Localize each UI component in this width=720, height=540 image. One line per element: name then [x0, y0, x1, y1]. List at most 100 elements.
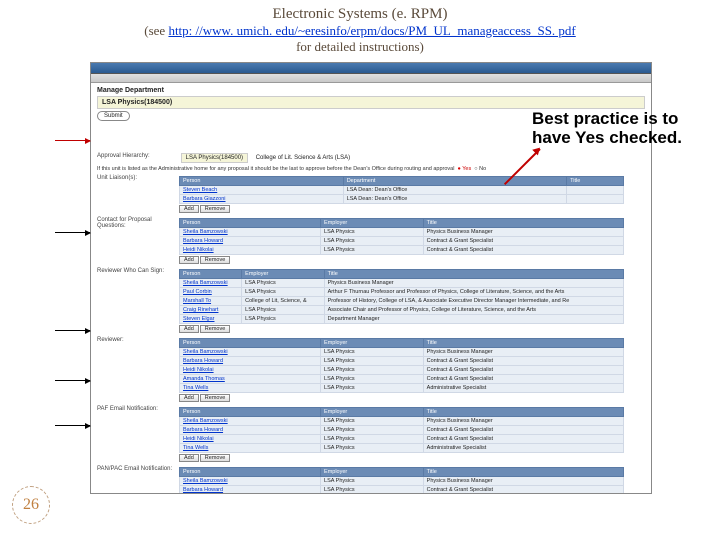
approval-note: If this unit is listed as the Administra… [97, 166, 454, 172]
table-row: Sheila BamzowskiLSA PhysicsPhysics Busin… [180, 477, 624, 486]
table-row: Paul CorbinLSA PhysicsArthur F Thurnau P… [180, 288, 624, 297]
approval-value: LSA Physics(184500) [181, 153, 248, 163]
person-link[interactable]: Barbara Howard [183, 358, 223, 364]
people-table: PersonEmployerTitleSheila BamzowskiLSA P… [179, 407, 624, 453]
col-header: Employer [321, 468, 424, 477]
remove-button[interactable]: Remove [200, 325, 230, 333]
table-row: Steven BeachLSA Dean: Dean's Office [180, 186, 624, 195]
person-link[interactable]: Sheila Bamzowski [183, 418, 228, 424]
table-row: Barbara HowardLSA PhysicsContract & Gran… [180, 237, 624, 246]
person-link[interactable]: Barbara Howard [183, 427, 223, 433]
person-link[interactable]: Barbara Howard [183, 238, 223, 244]
college-lit: College of Lit. Science & Arts (LSA) [256, 155, 350, 161]
people-table: PersonEmployerTitleSheila BamzowskiLSA P… [179, 218, 624, 255]
section-3: Reviewer:PersonEmployerTitleSheila Bamzo… [97, 337, 645, 404]
section-label: Contact for Proposal Questions: [97, 217, 179, 229]
slide-title: Electronic Systems (e. RPM) [0, 0, 720, 23]
remove-button[interactable]: Remove [200, 256, 230, 264]
browser-titlebar [91, 63, 651, 74]
table-row: Heidi NikolaiLSA PhysicsContract & Grant… [180, 435, 624, 444]
col-header: Person [180, 270, 242, 279]
remove-button[interactable]: Remove [200, 454, 230, 462]
section-label: Reviewer Who Can Sign: [97, 268, 179, 274]
table-row: Craig RinehartLSA PhysicsAssociate Chair… [180, 306, 624, 315]
section-4: PAF Email Notification:PersonEmployerTit… [97, 406, 645, 464]
person-link[interactable]: Heidi Nikolai [183, 367, 214, 373]
table-row: Heidi NikolaiLSA PhysicsContract & Grant… [180, 366, 624, 375]
person-link[interactable]: Sheila Bamzowski [183, 478, 228, 484]
table-row: Barbara HowardLSA PhysicsContract & Gran… [180, 486, 624, 495]
col-header: Person [180, 339, 321, 348]
col-header: Person [180, 177, 344, 186]
table-row: Sheila BamzowskiLSA PhysicsPhysics Busin… [180, 228, 624, 237]
submit-button[interactable]: Submit [97, 111, 130, 121]
section-label: PAN/PAC Email Notification: [97, 466, 179, 472]
add-button[interactable]: Add [179, 325, 199, 333]
people-table: PersonDepartmentTitleSteven BeachLSA Dea… [179, 176, 624, 204]
person-link[interactable]: Tina Wells [183, 445, 208, 451]
table-row: Sheila BamzowskiLSA PhysicsPhysics Busin… [180, 279, 624, 288]
person-link[interactable]: Marshall To [183, 298, 211, 304]
col-header: Title [423, 339, 623, 348]
browser-toolbar [91, 74, 651, 83]
table-row: Barbara HowardLSA PhysicsContract & Gran… [180, 357, 624, 366]
slide-subtitle: (see http: //www. umich. edu/~eresinfo/e… [0, 23, 720, 55]
section-2: Reviewer Who Can Sign:PersonEmployerTitl… [97, 268, 645, 335]
no-label[interactable]: No [479, 166, 486, 172]
person-link[interactable]: Sheila Bamzowski [183, 280, 228, 286]
table-row: Steven ElgarLSA PhysicsDepartment Manage… [180, 315, 624, 324]
section-0: Unit Liaison(s):PersonDepartmentTitleSte… [97, 175, 645, 215]
add-button[interactable]: Add [179, 394, 199, 402]
col-header: Employer [321, 219, 424, 228]
col-header: Title [324, 270, 623, 279]
section-label: PAF Email Notification: [97, 406, 179, 412]
person-link[interactable]: Paul Corbin [183, 289, 212, 295]
table-row: Amanda ThomasLSA PhysicsContract & Grant… [180, 375, 624, 384]
person-link[interactable]: Tina Wells [183, 385, 208, 391]
dept-header: LSA Physics(184500) [97, 96, 645, 109]
person-link[interactable]: Amanda Thomas [183, 376, 225, 382]
col-header: Employer [242, 270, 324, 279]
col-header: Employer [321, 339, 424, 348]
table-row: Barbara GiazzoniLSA Dean: Dean's Office [180, 195, 624, 204]
people-table: PersonEmployerTitleSheila BamzowskiLSA P… [179, 338, 624, 393]
people-table: PersonEmployerTitleSheila BamzowskiLSA P… [179, 467, 624, 494]
table-row: Sheila BamzowskiLSA PhysicsPhysics Busin… [180, 417, 624, 426]
approval-label: Approval Hierarchy: [97, 153, 179, 159]
add-button[interactable]: Add [179, 454, 199, 462]
person-link[interactable]: Heidi Nikolai [183, 247, 214, 253]
table-row: Barbara HowardLSA PhysicsContract & Gran… [180, 426, 624, 435]
arrow-2 [55, 232, 90, 233]
col-header: Department [343, 177, 566, 186]
table-row: Heidi NikolaiLSA PhysicsContract & Grant… [180, 246, 624, 255]
section-1: Contact for Proposal Questions:PersonEmp… [97, 217, 645, 266]
person-link[interactable]: Sheila Bamzowski [183, 229, 228, 235]
person-link[interactable]: Barbara Howard [183, 487, 223, 493]
person-link[interactable]: Barbara Giazzoni [183, 196, 226, 202]
col-header: Title [567, 177, 624, 186]
doc-link[interactable]: http: //www. umich. edu/~eresinfo/erpm/d… [168, 23, 575, 38]
add-button[interactable]: Add [179, 256, 199, 264]
people-table: PersonEmployerTitleSheila BamzowskiLSA P… [179, 269, 624, 324]
col-header: Title [423, 219, 623, 228]
col-header: Person [180, 408, 321, 417]
col-header: Person [180, 219, 321, 228]
person-link[interactable]: Sheila Bamzowski [183, 349, 228, 355]
person-link[interactable]: Steven Elgar [183, 316, 215, 322]
section-label: Unit Liaison(s): [97, 175, 179, 181]
remove-button[interactable]: Remove [200, 205, 230, 213]
table-row: Tina WellsLSA PhysicsAdministrative Spec… [180, 444, 624, 453]
page-header: Manage Department [97, 87, 645, 94]
table-row: Marshall ToCollege of Lit, Science, &Pro… [180, 297, 624, 306]
section-5: PAN/PAC Email Notification:PersonEmploye… [97, 466, 645, 494]
best-practice-callout: Best practice is to have Yes checked. [532, 110, 712, 147]
yes-label[interactable]: Yes [462, 166, 471, 172]
yes-radio-icon: ● [458, 166, 461, 172]
table-row: Sheila BamzowskiLSA PhysicsPhysics Busin… [180, 348, 624, 357]
person-link[interactable]: Steven Beach [183, 187, 217, 193]
add-button[interactable]: Add [179, 205, 199, 213]
remove-button[interactable]: Remove [200, 394, 230, 402]
person-link[interactable]: Craig Rinehart [183, 307, 218, 313]
person-link[interactable]: Heidi Nikolai [183, 436, 214, 442]
arrow-5 [55, 425, 90, 426]
